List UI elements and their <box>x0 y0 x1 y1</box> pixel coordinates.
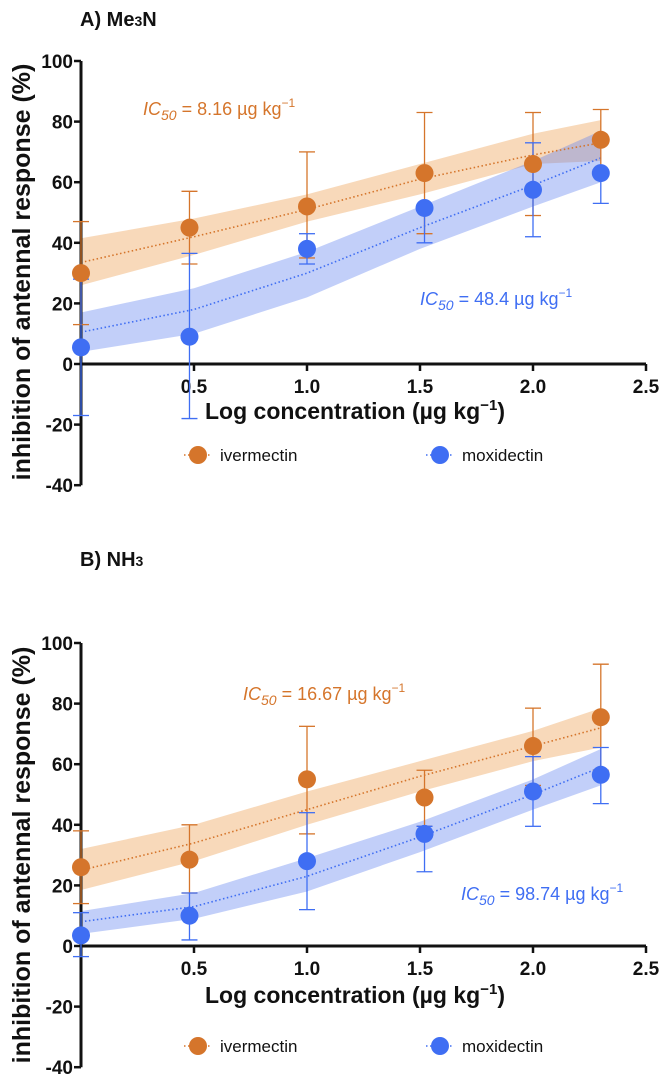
legend-label: moxidectin <box>462 1037 543 1056</box>
y-axis-label: inhibition of antennal response (%) <box>8 64 36 481</box>
moxidectin-data-point <box>591 164 610 183</box>
x-tick-label: 2.0 <box>520 959 546 980</box>
ivermectin-data-point <box>298 197 316 216</box>
legend-label: moxidectin <box>462 446 543 465</box>
ivermectin-data-point <box>180 218 199 237</box>
ivermectin-confidence-band <box>81 708 601 890</box>
ivermectin-data-point <box>591 130 610 149</box>
legend-item-ivermectin: ivermectin <box>184 446 297 465</box>
y-tick-label: 60 <box>52 755 73 776</box>
x-tick-label: 2.5 <box>633 377 660 398</box>
y-tick-label: -40 <box>46 1058 73 1077</box>
y-tick-label: -20 <box>46 998 73 1019</box>
y-tick-label: 20 <box>52 876 73 897</box>
ivermectin-data-point <box>415 788 434 807</box>
moxidectin-data-point <box>72 338 90 357</box>
y-tick-label: 100 <box>41 634 73 655</box>
ivermectin-fit-line <box>80 142 601 264</box>
moxidectin-data-point <box>524 782 542 801</box>
legend-marker <box>189 446 207 464</box>
x-tick-label: 2.0 <box>520 377 546 398</box>
moxidectin-data-point <box>415 198 434 217</box>
ivermectin-data-point <box>298 770 316 789</box>
legend-label: ivermectin <box>220 1037 297 1056</box>
y-tick-label: 40 <box>52 816 73 837</box>
y-tick-label: 100 <box>41 52 73 73</box>
x-tick-label: 1.0 <box>294 377 320 398</box>
moxidectin-ic50-annotation: IC50 = 48.4 µg kg−1 <box>420 286 573 313</box>
x-tick-label: 2.5 <box>633 959 660 980</box>
moxidectin-confidence-band <box>81 130 601 352</box>
moxidectin-ic50-annotation: IC50 = 98.74 µg kg−1 <box>461 881 624 908</box>
moxidectin-data-point <box>524 180 542 199</box>
chart-panel-2: B) NH3 inhibition of antennal response (%… <box>8 549 660 1077</box>
moxidectin-data-point <box>415 824 434 843</box>
ivermectin-fit-line <box>80 727 602 872</box>
ivermectin-data-point <box>415 164 434 183</box>
y-axis-label: inhibition of antennal response (%) <box>8 647 36 1064</box>
y-tick-label: 80 <box>52 113 73 134</box>
legend-item-moxidectin: moxidectin <box>426 1037 543 1056</box>
ivermectin-ic50-annotation: IC50 = 8.16 µg kg−1 <box>143 96 296 123</box>
moxidectin-fit-line <box>80 157 602 333</box>
x-tick-label: 1.5 <box>407 959 434 980</box>
ivermectin-data-point <box>72 858 90 877</box>
panel-title: B) NH3 <box>80 549 144 571</box>
moxidectin-data-point <box>591 765 610 784</box>
ivermectin-data-point <box>72 264 90 283</box>
y-tick-label: 20 <box>52 294 73 315</box>
legend-item-ivermectin: ivermectin <box>184 1037 297 1056</box>
legend-marker <box>431 446 449 464</box>
moxidectin-data-point <box>298 239 316 258</box>
x-tick-label: 1.0 <box>294 959 320 980</box>
y-tick-label: -20 <box>46 416 73 437</box>
ivermectin-data-point <box>524 737 542 756</box>
x-tick-label: 0.5 <box>181 959 208 980</box>
y-tick-label: 60 <box>52 173 73 194</box>
chart-panel-1: A) Me3N inhibition of antennal response (… <box>8 9 660 497</box>
legend-marker <box>189 1037 207 1055</box>
ivermectin-confidence-band <box>81 120 601 286</box>
moxidectin-data-point <box>298 852 316 871</box>
y-tick-label: 80 <box>52 695 73 716</box>
ivermectin-data-point <box>591 708 610 727</box>
y-tick-label: 40 <box>52 234 73 255</box>
y-tick-label: 0 <box>62 937 73 958</box>
moxidectin-data-point <box>180 906 199 925</box>
x-axis-label: Log concentration (µg kg−1) <box>205 981 505 1008</box>
x-tick-label: 0.5 <box>181 377 208 398</box>
y-tick-label: -40 <box>46 476 73 497</box>
ivermectin-data-point <box>524 155 542 174</box>
y-tick-label: 0 <box>62 355 73 376</box>
moxidectin-data-point <box>72 926 90 945</box>
panel-title: A) Me3N <box>80 9 157 31</box>
legend-marker <box>431 1037 449 1055</box>
legend-label: ivermectin <box>220 446 297 465</box>
x-tick-label: 1.5 <box>407 377 434 398</box>
moxidectin-data-point <box>180 327 199 346</box>
x-axis-label: Log concentration (µg kg−1) <box>205 397 505 424</box>
legend-item-moxidectin: moxidectin <box>426 446 543 465</box>
ivermectin-data-point <box>180 850 199 869</box>
ivermectin-ic50-annotation: IC50 = 16.67 µg kg−1 <box>243 681 406 708</box>
